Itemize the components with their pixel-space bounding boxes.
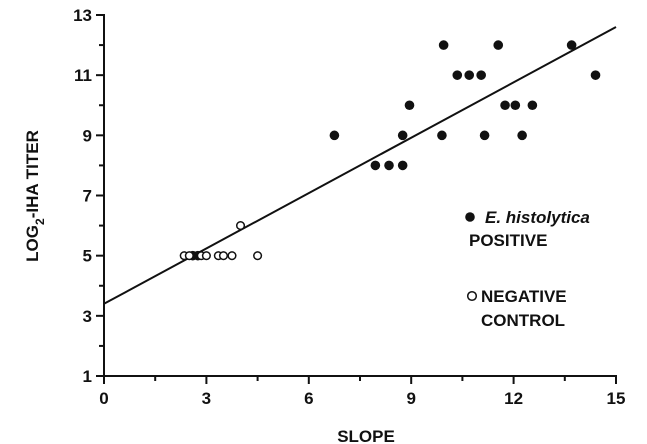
- y-tick-label: 11: [74, 66, 92, 85]
- regression-line-group: [103, 26, 617, 305]
- x-tick-label: 9: [406, 389, 415, 408]
- positive-point: [397, 130, 408, 141]
- positive-point: [476, 70, 486, 80]
- positive-point: [464, 70, 475, 80]
- y-axis-title-main: LOG: [23, 225, 42, 262]
- x-tick-label: 6: [304, 389, 313, 408]
- positive-point: [370, 160, 381, 171]
- positive-point: [437, 130, 447, 141]
- legend-positive-marker: [465, 212, 475, 222]
- y-tick-label: 1: [83, 367, 92, 386]
- positive-point: [452, 70, 463, 80]
- positive-point: [493, 40, 504, 50]
- positive-point: [438, 40, 449, 50]
- negative-point: [184, 251, 194, 261]
- positive-point: [397, 160, 408, 171]
- data-points: [179, 40, 601, 261]
- negative-point: [227, 251, 237, 261]
- positive-point: [510, 100, 521, 111]
- y-tick-label: 9: [83, 126, 92, 145]
- y-tick-label: 13: [73, 6, 92, 25]
- positive-point: [404, 100, 415, 111]
- x-tick-label: 15: [607, 389, 626, 408]
- positive-point: [329, 130, 340, 141]
- positive-point: [517, 130, 527, 141]
- y-tick-label: 3: [83, 307, 92, 326]
- positive-point: [479, 130, 490, 141]
- legend-positive-line2: POSITIVE: [469, 231, 547, 250]
- y-axis-title: LOG2-IHA TITER: [23, 130, 47, 262]
- y-axis-title-rest: -IHA TITER: [23, 130, 42, 218]
- positive-point: [527, 100, 538, 111]
- negative-point: [201, 251, 211, 261]
- y-tick-label: 5: [83, 247, 92, 266]
- negative-point: [235, 221, 246, 231]
- legend: E. histolytica POSITIVE NEGATIVE CONTROL: [465, 208, 590, 330]
- negative-point: [218, 251, 229, 261]
- positive-point: [384, 160, 394, 171]
- negative-point: [253, 251, 263, 261]
- positive-point: [590, 70, 601, 80]
- positive-point: [566, 40, 577, 50]
- regression-line: [103, 26, 617, 305]
- y-tick-label: 7: [83, 187, 92, 206]
- x-tick-label: 0: [99, 389, 108, 408]
- x-tick-label: 12: [504, 389, 523, 408]
- y-axis-title-subscript: 2: [33, 218, 47, 225]
- x-axis-title: SLOPE: [337, 427, 395, 444]
- legend-negative-line1: NEGATIVE: [481, 287, 567, 306]
- x-tick-label: 3: [202, 389, 211, 408]
- legend-negative-line2: CONTROL: [481, 311, 565, 330]
- legend-negative-marker: [466, 290, 478, 302]
- positive-point: [500, 100, 510, 111]
- legend-positive-line1: E. histolytica: [485, 208, 590, 227]
